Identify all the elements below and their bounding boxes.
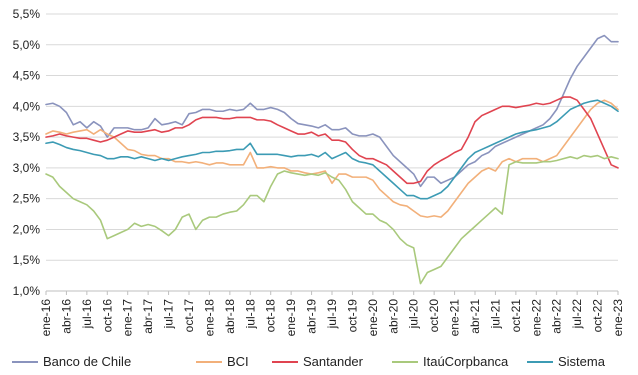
y-tick-label: 3,0% — [13, 161, 41, 175]
y-tick-label: 1,5% — [13, 253, 41, 267]
legend-label: ItaúCorpbanca — [423, 354, 509, 369]
x-axis: ene-16 abr-16 jul-16 oct-16 ene-17 abr-17 jul-… — [39, 290, 625, 337]
y-tick-label: 2,5% — [13, 192, 41, 206]
x-tick-label: oct-20 — [427, 299, 441, 333]
y-tick-label: 2,0% — [13, 222, 41, 236]
legend-label: Sistema — [558, 354, 606, 369]
x-tick-label: oct-19 — [345, 299, 359, 333]
x-tick-label: jul-17 — [162, 299, 176, 330]
x-tick-label: abr-18 — [223, 299, 237, 334]
x-tick-label: ene-22 — [529, 299, 543, 337]
x-tick-label: jul-21 — [488, 299, 502, 330]
x-tick-label: jul-20 — [407, 299, 421, 330]
y-tick-label: 4,5% — [13, 69, 41, 83]
legend-label: BCI — [227, 354, 249, 369]
x-tick-label: abr-19 — [305, 299, 319, 334]
x-tick-label: abr-17 — [141, 299, 155, 334]
x-tick-label: jul-19 — [325, 299, 339, 330]
x-tick-label: ene-20 — [366, 299, 380, 337]
y-tick-label: 4,0% — [13, 99, 41, 113]
x-tick-label: jul-18 — [243, 299, 257, 330]
x-tick-label: jul-22 — [570, 299, 584, 330]
series-line-bci — [45, 99, 619, 218]
y-tick-label: 5,5% — [13, 7, 41, 21]
series-line-santander — [45, 96, 619, 185]
y-tick-label: 1,0% — [13, 284, 41, 298]
legend-label: Banco de Chile — [43, 354, 131, 369]
x-tick-label: ene-19 — [284, 299, 298, 337]
grid-lines — [46, 13, 618, 261]
x-tick-label: oct-22 — [591, 299, 605, 333]
x-tick-label: ene-18 — [202, 299, 216, 337]
x-tick-label: ene-23 — [611, 299, 625, 337]
x-tick-label: jul-16 — [80, 299, 94, 330]
legend-label: Santander — [303, 354, 364, 369]
y-tick-label: 3,5% — [13, 130, 41, 144]
x-tick-label: oct-18 — [264, 299, 278, 333]
x-tick-label: oct-21 — [509, 299, 523, 333]
y-axis: 1,0% 1,5% 2,0% 2,5% 3,0% 3,5% 4,0% 4,5% 5,0% 5,5% — [13, 7, 41, 298]
x-tick-label: abr-21 — [468, 299, 482, 334]
x-tick-label: oct-17 — [182, 299, 196, 333]
x-tick-label: abr-16 — [59, 299, 73, 334]
x-tick-label: ene-21 — [448, 299, 462, 337]
x-tick-label: ene-17 — [121, 299, 135, 337]
x-tick-label: abr-22 — [550, 299, 564, 334]
series-line-ita-corpbanca — [45, 154, 619, 285]
series-line-sistema — [45, 99, 619, 200]
legend: Banco de Chile BCI Santander ItaúCorpbanca S… — [12, 354, 606, 369]
y-tick-label: 5,0% — [13, 38, 41, 52]
x-tick-label: oct-16 — [100, 299, 114, 333]
x-tick-label: ene-16 — [39, 299, 53, 337]
series-line-banco-de-chile — [45, 34, 619, 188]
series-lines — [45, 34, 619, 285]
x-tick-label: abr-20 — [386, 299, 400, 334]
